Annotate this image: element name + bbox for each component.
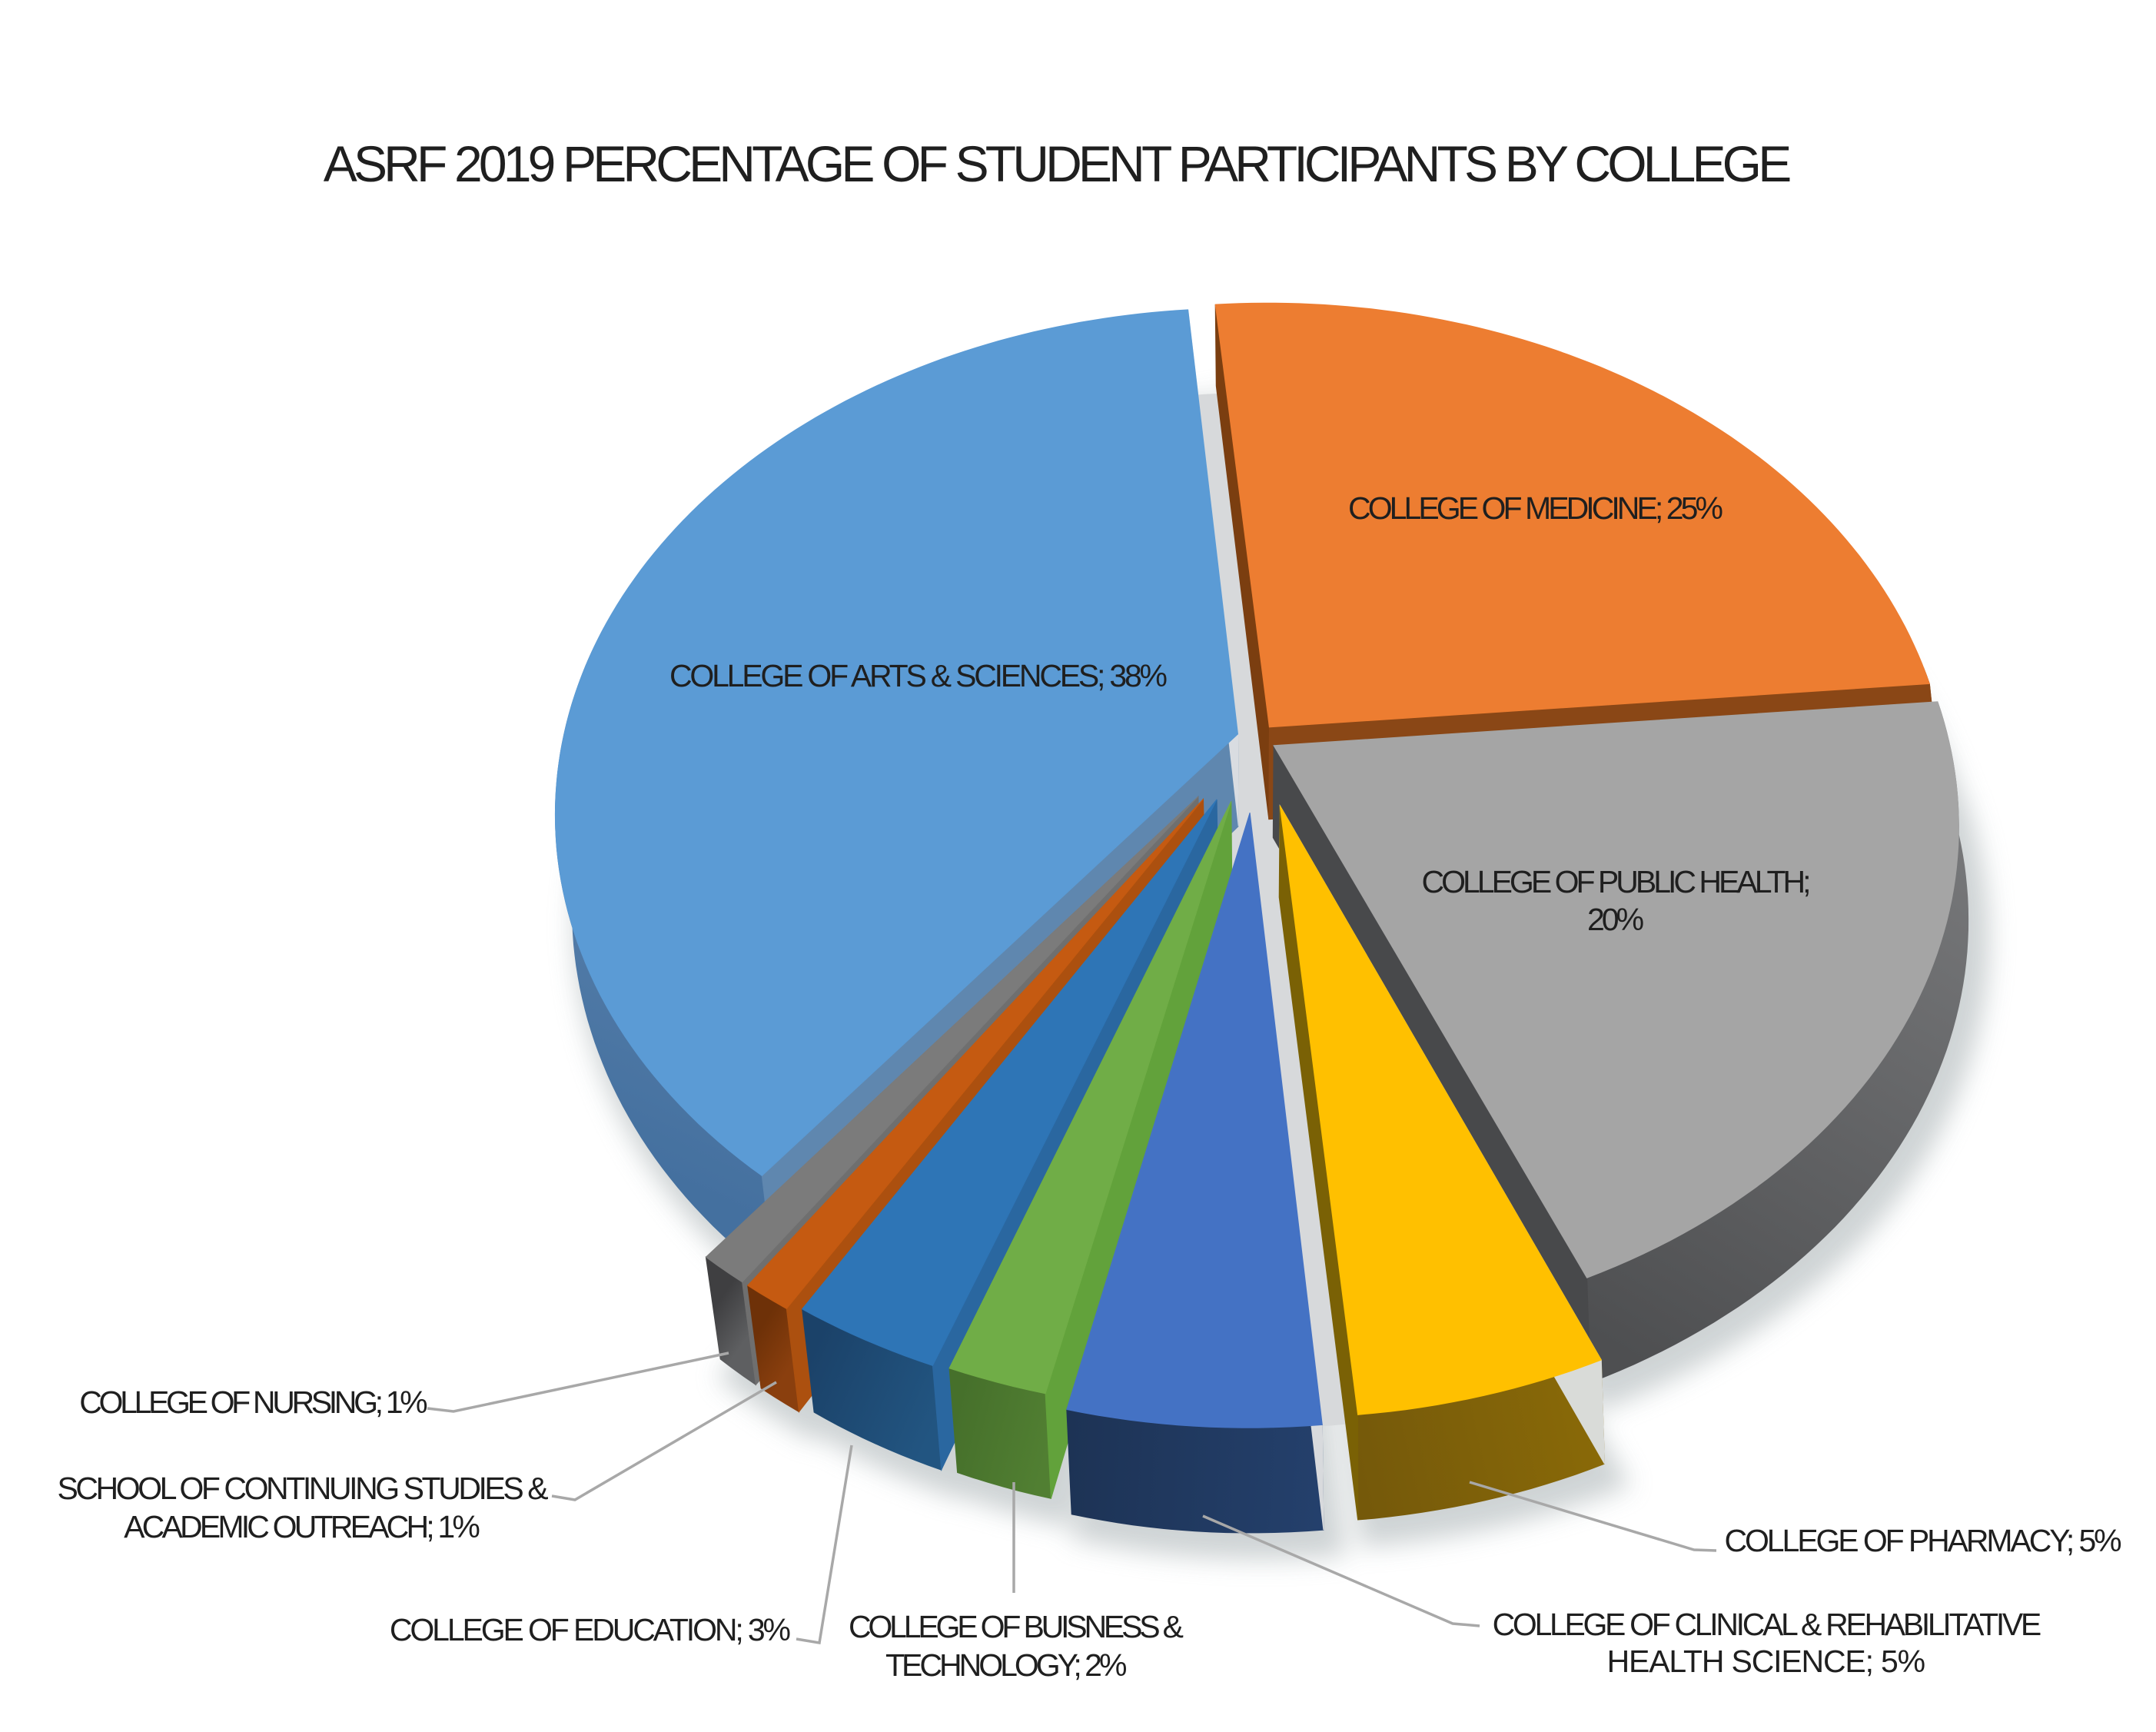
- svg-text:COLLEGE OF PUBLIC HEALTH;: COLLEGE OF PUBLIC HEALTH;: [1421, 864, 1809, 899]
- svg-text:COLLEGE OF MEDICINE; 25%: COLLEGE OF MEDICINE; 25%: [1348, 490, 1722, 526]
- svg-text:COLLEGE OF BUISNESS &: COLLEGE OF BUISNESS &: [849, 1609, 1184, 1644]
- svg-text:20%: 20%: [1587, 902, 1643, 937]
- svg-text:COLLEGE OF NURSING; 1%: COLLEGE OF NURSING; 1%: [79, 1385, 427, 1420]
- svg-text:HEALTH SCIENCE; 5%: HEALTH SCIENCE; 5%: [1607, 1644, 1925, 1679]
- svg-text:SCHOOL OF CONTINUING STUDIES &: SCHOOL OF CONTINUING STUDIES &: [57, 1471, 548, 1506]
- svg-text:ACADEMIC OUTREACH; 1%: ACADEMIC OUTREACH; 1%: [124, 1509, 479, 1544]
- svg-text:COLLEGE OF EDUCATION; 3%: COLLEGE OF EDUCATION; 3%: [390, 1612, 790, 1647]
- svg-text:COLLEGE OF PHARMACY; 5%: COLLEGE OF PHARMACY; 5%: [1724, 1523, 2121, 1558]
- svg-text:ASRF 2019 PERCENTAGE OF STUDEN: ASRF 2019 PERCENTAGE OF STUDENT PARTICIP…: [324, 135, 1790, 192]
- svg-text:TECHNOLOGY; 2%: TECHNOLOGY; 2%: [885, 1647, 1126, 1683]
- svg-text:COLLEGE OF CLINICAL & REHABILI: COLLEGE OF CLINICAL & REHABILITATIVE: [1493, 1607, 2041, 1642]
- svg-text:COLLEGE OF ARTS & SCIENCES; 38: COLLEGE OF ARTS & SCIENCES; 38%: [669, 658, 1167, 693]
